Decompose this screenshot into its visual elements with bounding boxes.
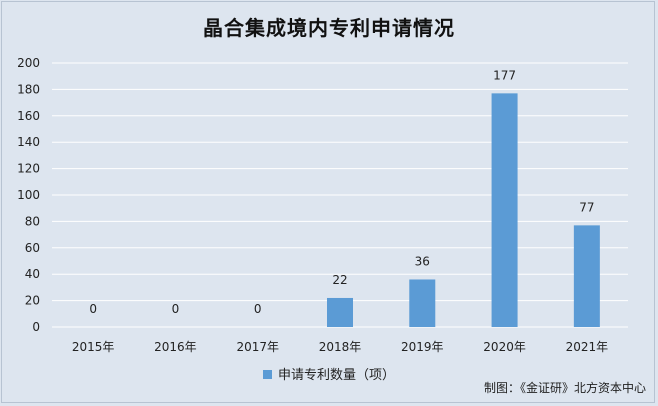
x-tick-label: 2021年 (566, 340, 609, 354)
y-tick-label: 60 (25, 241, 40, 255)
data-label: 36 (415, 254, 430, 268)
x-tick-label: 2016年 (154, 340, 197, 354)
x-tick-label: 2017年 (236, 340, 279, 354)
x-tick-label: 2015年 (72, 340, 115, 354)
y-tick-label: 20 (25, 294, 40, 308)
y-tick-label: 100 (17, 188, 40, 202)
chart-legend: 申请专利数量（项） (0, 364, 658, 383)
data-label: 77 (579, 200, 594, 214)
data-label: 22 (332, 273, 347, 287)
bar (327, 297, 353, 327)
y-tick-label: 140 (17, 135, 40, 149)
bar (491, 93, 518, 327)
y-tick-label: 200 (17, 56, 40, 70)
y-tick-label: 80 (25, 214, 40, 228)
x-tick-label: 2020年 (483, 340, 526, 354)
chart-title: 晶合集成境内专利申请情况 (203, 16, 455, 40)
y-tick-label: 40 (25, 267, 40, 281)
source-credit: 制图：《金证研》北方资本中心 (483, 381, 646, 395)
bar (573, 225, 600, 327)
bar (409, 279, 436, 327)
x-tick-label: 2018年 (319, 340, 362, 354)
y-tick-label: 120 (17, 162, 40, 176)
data-label: 0 (89, 302, 97, 316)
legend-label: 申请专利数量（项） (277, 368, 395, 383)
data-label: 177 (493, 68, 516, 82)
x-tick-label: 2019年 (401, 340, 444, 354)
y-tick-label: 180 (17, 82, 40, 96)
data-label: 0 (172, 302, 180, 316)
legend-swatch (262, 370, 272, 379)
y-tick-label: 160 (17, 109, 40, 123)
y-tick-label: 0 (32, 320, 40, 334)
data-label: 0 (254, 302, 262, 316)
